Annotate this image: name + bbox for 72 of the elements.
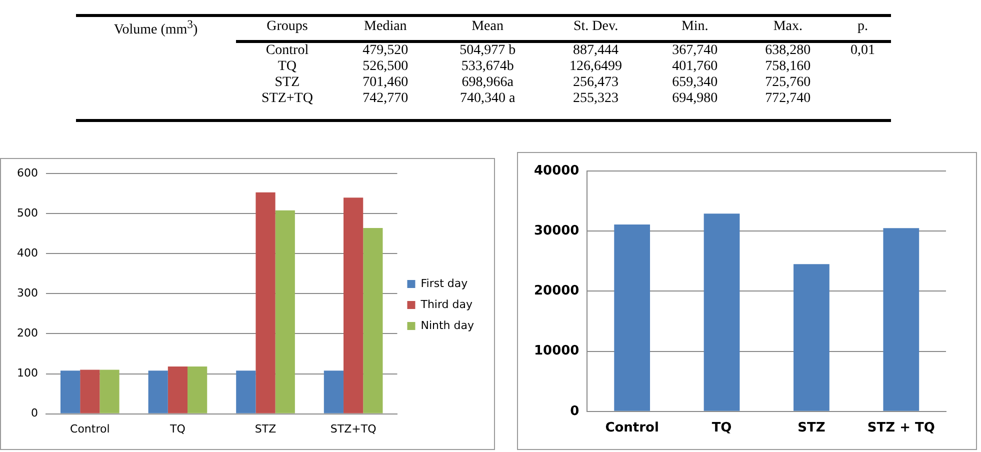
x-tick-label: Control — [70, 422, 110, 436]
y-tick-label: 40000 — [534, 163, 580, 178]
x-tick-label: TQ — [169, 422, 186, 436]
category-label: Min. — [648, 17, 742, 42]
x-tick-label: STZ+TQ — [330, 422, 377, 436]
text: 533,674b — [460, 59, 515, 76]
legend-label: Third day — [420, 298, 474, 311]
text: 772,740 — [764, 91, 812, 108]
bar — [704, 214, 740, 411]
text: 0,01 — [849, 42, 876, 60]
x-tick-label: Control — [605, 420, 659, 436]
bar — [324, 370, 344, 414]
bar — [256, 192, 276, 414]
category-label: Groups — [236, 17, 339, 42]
text: 256,473 — [572, 75, 620, 92]
bar — [275, 210, 295, 414]
x-tick-label: TQ — [712, 420, 732, 436]
text: 694,980 — [671, 91, 719, 108]
bar — [80, 370, 100, 414]
y-tick-label: 200 — [16, 326, 38, 340]
y-tick-label: 100 — [16, 366, 38, 380]
text: 740,340 a — [458, 91, 516, 108]
bar — [188, 366, 208, 414]
category-label: p. — [834, 17, 891, 42]
bar — [100, 370, 120, 414]
x-tick-label: STZ — [254, 422, 277, 436]
category-label: Max. — [741, 17, 834, 42]
text: 255,323 — [572, 91, 620, 108]
y-tick-label: 400 — [16, 246, 38, 260]
bar — [883, 228, 920, 411]
y-tick-label: 600 — [16, 166, 38, 180]
text: 126,6499 — [568, 59, 624, 76]
y-tick-label: 30000 — [534, 223, 580, 238]
bar — [794, 264, 830, 411]
y-tick-label: 500 — [16, 206, 38, 220]
text: 887,444 — [572, 42, 620, 60]
text: 698,966a — [460, 75, 514, 92]
bar — [168, 366, 188, 414]
bar — [236, 370, 256, 414]
text: STZ+TQ — [260, 91, 314, 108]
y-tick-label: 0 — [30, 406, 38, 420]
category-label: St. Dev. — [543, 17, 648, 42]
text: Volume (mm$^{3}$) — [112, 17, 199, 40]
text: 701,460 — [362, 75, 410, 92]
y-tick-label: 10000 — [534, 344, 580, 359]
bar — [363, 228, 383, 414]
legend-label: Ninth day — [420, 318, 474, 332]
text: 725,760 — [764, 75, 812, 92]
x-tick-label: STZ — [798, 420, 826, 436]
text: 638,280 — [764, 42, 812, 60]
text: 401,760 — [671, 59, 719, 76]
legend-label: First day — [420, 276, 468, 290]
bar — [344, 198, 364, 414]
category-label: Mean — [432, 17, 544, 42]
text: 526,500 — [362, 59, 410, 76]
text: STZ — [274, 75, 301, 92]
text: 504,977 b — [458, 42, 517, 60]
text: 758,160 — [764, 59, 812, 76]
text: 659,340 — [671, 75, 719, 92]
y-tick-label: 20000 — [534, 284, 580, 299]
y-tick-label: 300 — [16, 286, 38, 300]
text: 367,740 — [671, 42, 719, 60]
bar — [614, 224, 650, 411]
bar — [60, 370, 80, 414]
y-tick-label: 0 — [570, 404, 580, 419]
text: 742,770 — [362, 91, 410, 108]
x-tick-label: STZ + TQ — [867, 420, 935, 436]
text: 479,520 — [362, 42, 410, 60]
category-label: Median — [338, 17, 432, 42]
text: TQ — [276, 59, 298, 76]
bar — [148, 370, 168, 414]
text: Control — [264, 42, 310, 60]
